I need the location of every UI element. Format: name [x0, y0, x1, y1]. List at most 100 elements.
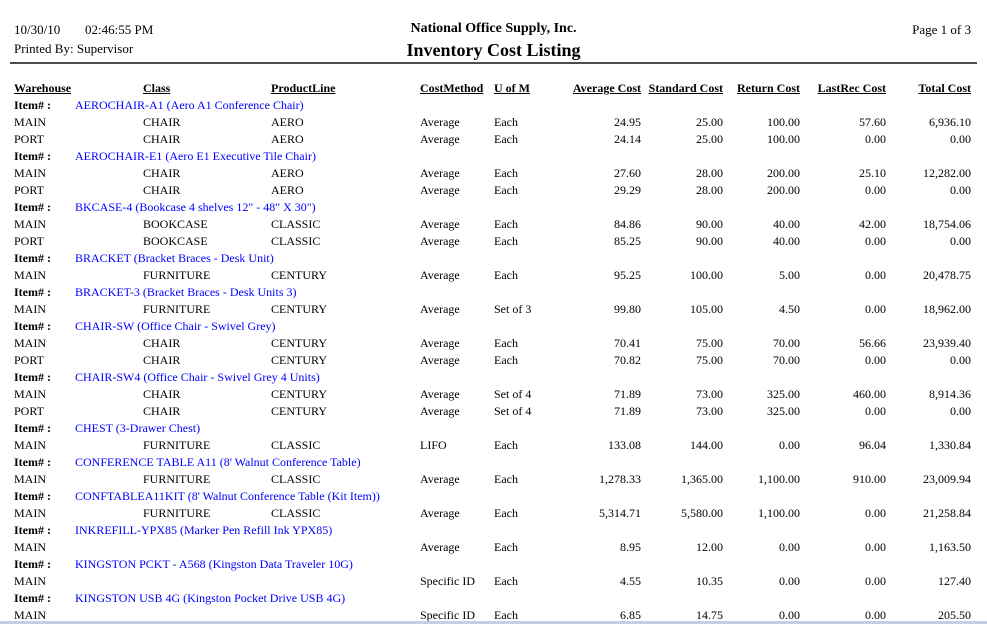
- cell-standard-cost: 90.00: [696, 217, 723, 231]
- cell-total-cost: 0.00: [950, 132, 971, 146]
- cell-lastrec-cost: 0.00: [865, 540, 886, 554]
- cell-productline: AERO: [271, 115, 304, 129]
- cell-standard-cost: 75.00: [696, 336, 723, 350]
- cell-warehouse: MAIN: [14, 608, 46, 622]
- cell-return-cost: 200.00: [767, 166, 800, 180]
- cell-costmethod: Average: [420, 115, 460, 129]
- item-number-label: Item# :: [14, 591, 51, 605]
- cell-warehouse: MAIN: [14, 268, 46, 282]
- cell-class: CHAIR: [143, 336, 181, 350]
- cell-return-cost: 5.00: [779, 268, 800, 282]
- column-header-standard-cost: Standard Cost: [648, 81, 723, 95]
- cell-standard-cost: 73.00: [696, 404, 723, 418]
- cell-average-cost: 29.29: [614, 183, 641, 197]
- cell-uofm: Each: [494, 166, 518, 180]
- item-header-row: Item# : AEROCHAIR-A1 (Aero A1 Conference …: [0, 97, 987, 114]
- cell-warehouse: MAIN: [14, 387, 46, 401]
- cell-uofm: Each: [494, 438, 518, 452]
- cell-total-cost: 21,258.84: [923, 506, 971, 520]
- inventory-row: MAIN Average Each 8.95 12.00 0.00 0.00 1,163.50: [0, 539, 987, 556]
- cell-warehouse: MAIN: [14, 217, 46, 231]
- cell-class: CHAIR: [143, 115, 181, 129]
- cell-uofm: Each: [494, 608, 518, 622]
- cell-average-cost: 70.41: [614, 336, 641, 350]
- cell-total-cost: 0.00: [950, 404, 971, 418]
- item-header-row: Item# : CHAIR-SW (Office Chair - Swivel G…: [0, 318, 987, 335]
- cell-costmethod: Average: [420, 302, 460, 316]
- inventory-row: MAIN CHAIR CENTURY Average Set of 4 71.89 73.0…: [0, 386, 987, 403]
- cell-total-cost: 18,754.06: [923, 217, 971, 231]
- column-header-warehouse: Warehouse: [14, 81, 72, 95]
- item-name-link[interactable]: BRACKET (Bracket Braces - Desk Unit): [75, 251, 274, 265]
- inventory-row: MAIN CHAIR AERO Average Each 24.95 25.00 100.00…: [0, 114, 987, 131]
- inventory-row: MAIN Specific ID Each 4.55 10.35 0.00 0.00 127.…: [0, 573, 987, 590]
- cell-productline: CLASSIC: [271, 472, 321, 486]
- cell-productline: CENTURY: [271, 302, 328, 316]
- cell-return-cost: 70.00: [773, 336, 800, 350]
- cell-total-cost: 205.50: [938, 608, 971, 622]
- item-name-link[interactable]: INKREFILL-YPX85 (Marker Pen Refill Ink Y…: [75, 523, 333, 537]
- item-number-label: Item# :: [14, 455, 51, 469]
- cell-total-cost: 127.40: [938, 574, 971, 588]
- inventory-row: PORT CHAIR AERO Average Each 29.29 28.00 200.00…: [0, 182, 987, 199]
- cell-average-cost: 84.86: [614, 217, 641, 231]
- page-bottom-edge: [0, 621, 987, 624]
- cell-costmethod: Average: [420, 404, 460, 418]
- item-name-link[interactable]: CONFERENCE TABLE A11 (8' Walnut Conferen…: [75, 455, 361, 469]
- cell-warehouse: MAIN: [14, 540, 46, 554]
- item-number-label: Item# :: [14, 98, 51, 112]
- cell-uofm: Set of 4: [494, 387, 532, 401]
- item-number-label: Item# :: [14, 557, 51, 571]
- cell-warehouse: MAIN: [14, 472, 46, 486]
- cell-average-cost: 71.89: [614, 404, 641, 418]
- item-name-link[interactable]: BKCASE-4 (Bookcase 4 shelves 12" - 48" X…: [75, 200, 316, 214]
- cell-class: CHAIR: [143, 166, 181, 180]
- cell-costmethod: Average: [420, 166, 460, 180]
- column-header-average-cost: Average Cost: [572, 81, 641, 95]
- cell-warehouse: PORT: [14, 234, 44, 248]
- cell-standard-cost: 14.75: [696, 608, 723, 622]
- cell-lastrec-cost: 56.66: [859, 336, 886, 350]
- cell-uofm: Each: [494, 472, 518, 486]
- cell-return-cost: 70.00: [773, 353, 800, 367]
- cell-productline: CENTURY: [271, 268, 328, 282]
- item-name-link[interactable]: CHEST (3-Drawer Chest): [75, 421, 201, 435]
- cell-productline: CLASSIC: [271, 234, 321, 248]
- cell-standard-cost: 25.00: [696, 115, 723, 129]
- cell-average-cost: 5,314.71: [599, 506, 641, 520]
- item-name-link[interactable]: AEROCHAIR-A1 (Aero A1 Conference Chair): [75, 98, 304, 112]
- item-header-row: Item# : KINGSTON USB 4G (Kingston Pocket …: [0, 590, 987, 607]
- cell-standard-cost: 5,580.00: [681, 506, 723, 520]
- item-name-link[interactable]: CHAIR-SW4 (Office Chair - Swivel Grey 4 …: [75, 370, 320, 384]
- cell-average-cost: 24.95: [614, 115, 641, 129]
- cell-return-cost: 200.00: [767, 183, 800, 197]
- cell-lastrec-cost: 0.00: [865, 608, 886, 622]
- cell-uofm: Each: [494, 540, 518, 554]
- inventory-row: MAIN FURNITURE CENTURY Average Set of 3 99.80…: [0, 301, 987, 318]
- cell-return-cost: 40.00: [773, 234, 800, 248]
- cell-lastrec-cost: 0.00: [865, 302, 886, 316]
- item-name-link[interactable]: BRACKET-3 (Bracket Braces - Desk Units 3…: [75, 285, 297, 299]
- cell-total-cost: 12,282.00: [923, 166, 971, 180]
- item-name-link[interactable]: KINGSTON USB 4G (Kingston Pocket Drive U…: [75, 591, 346, 605]
- cell-costmethod: Average: [420, 217, 460, 231]
- item-header-row: Item# : CHEST (3-Drawer Chest): [0, 420, 987, 437]
- cell-costmethod: LIFO: [420, 438, 447, 452]
- item-name-link[interactable]: AEROCHAIR-E1 (Aero E1 Executive Tile Cha…: [75, 149, 316, 163]
- column-header-costmethod: CostMethod: [420, 81, 484, 95]
- cell-lastrec-cost: 0.00: [865, 268, 886, 282]
- item-name-link[interactable]: CHAIR-SW (Office Chair - Swivel Grey): [75, 319, 276, 333]
- item-name-link[interactable]: KINGSTON PCKT - A568 (Kingston Data Trav…: [75, 557, 353, 571]
- inventory-row: PORT CHAIR CENTURY Average Set of 4 71.89 73.0…: [0, 403, 987, 420]
- cell-costmethod: Average: [420, 472, 460, 486]
- cell-standard-cost: 75.00: [696, 353, 723, 367]
- cell-costmethod: Average: [420, 183, 460, 197]
- column-header-lastrec-cost: LastRec Cost: [817, 81, 886, 95]
- cell-standard-cost: 100.00: [690, 268, 723, 282]
- cell-productline: [271, 573, 420, 590]
- cell-average-cost: 133.08: [608, 438, 641, 452]
- cell-costmethod: Average: [420, 506, 460, 520]
- cell-total-cost: 20,478.75: [923, 268, 971, 282]
- item-name-link[interactable]: CONFTABLEA11KIT (8' Walnut Conference Ta…: [75, 489, 380, 503]
